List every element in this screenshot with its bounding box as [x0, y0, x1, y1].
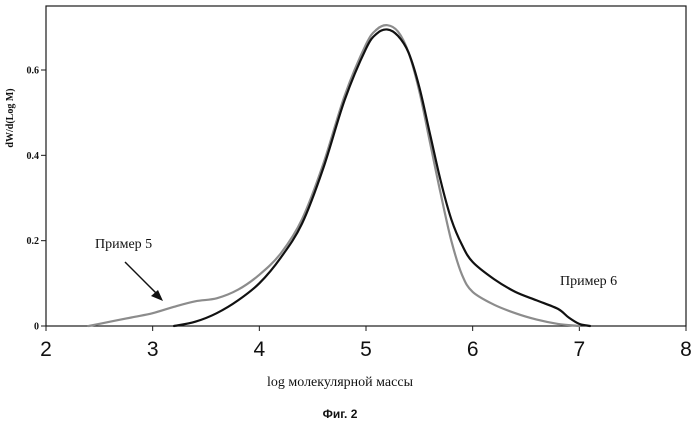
figure-caption: Фиг. 2 — [323, 407, 358, 421]
y-axis-label: dW/d(Log M) — [5, 88, 16, 147]
x-tick-label: 2 — [40, 338, 52, 361]
y-tick-label: 0.6 — [27, 66, 40, 77]
x-tick-label: 5 — [360, 338, 372, 361]
x-tick-label: 8 — [680, 338, 692, 361]
y-axis: 0 0.2 0.4 0.6 — [27, 66, 47, 333]
x-tick-label: 6 — [467, 338, 479, 361]
x-tick-label: 4 — [253, 338, 265, 361]
x-axis: 2 3 4 5 6 7 8 — [40, 326, 692, 361]
y-tick-label: 0.4 — [27, 151, 40, 162]
x-axis-label: log молекулярной массы — [267, 375, 414, 390]
annotation-example-5: Пример 5 — [95, 237, 152, 252]
x-tick-label: 7 — [573, 338, 585, 361]
y-tick-label: 0.2 — [27, 236, 40, 247]
annotation-example-6: Пример 6 — [560, 274, 617, 289]
y-tick-label: 0 — [34, 322, 39, 333]
x-tick-label: 3 — [147, 338, 159, 361]
